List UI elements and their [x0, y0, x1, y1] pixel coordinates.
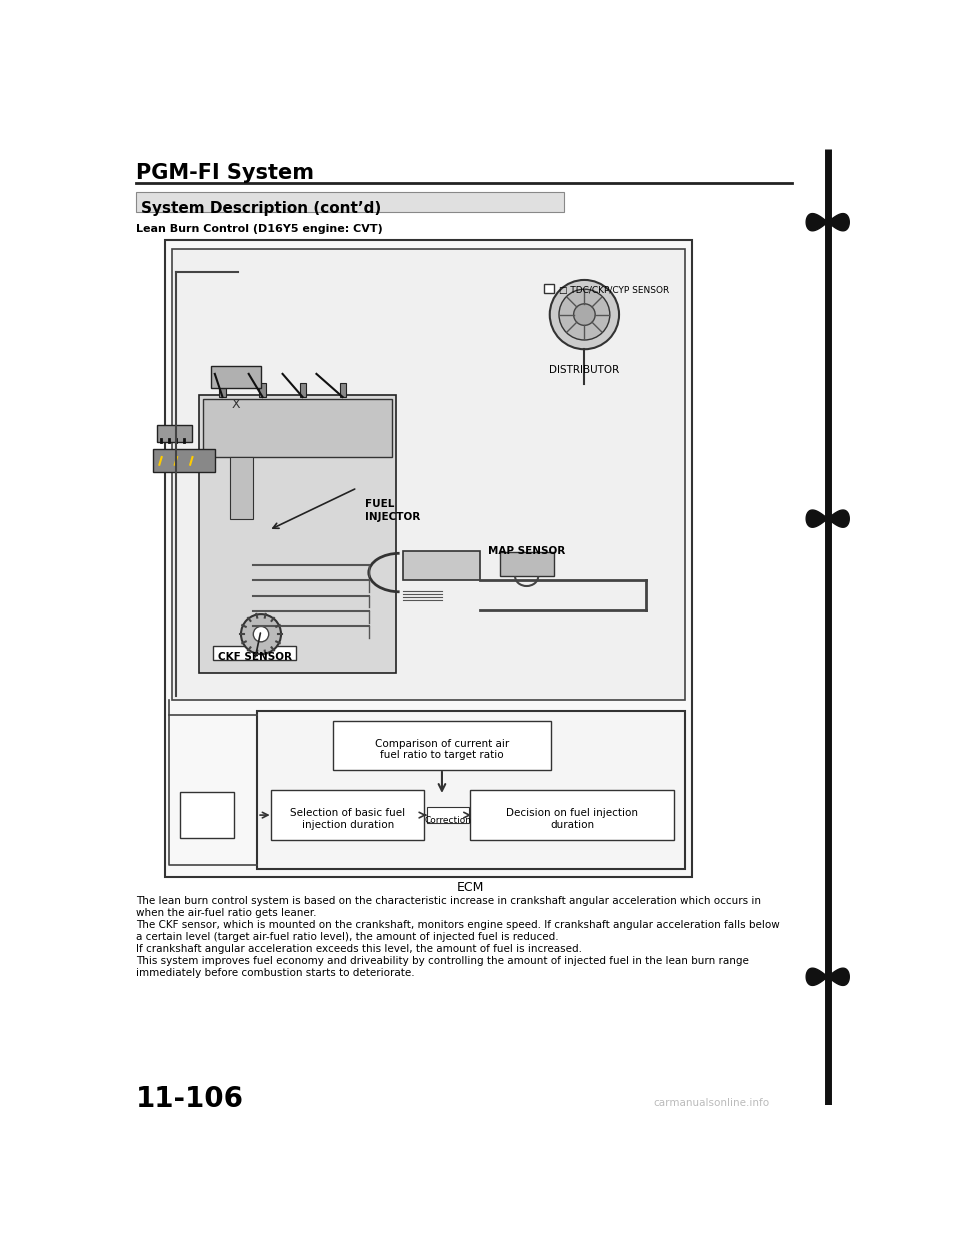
Polygon shape [828, 969, 850, 985]
Circle shape [574, 304, 595, 325]
FancyBboxPatch shape [469, 790, 675, 840]
Circle shape [559, 289, 610, 340]
Text: System Description (cont’d): System Description (cont’d) [141, 201, 381, 216]
Text: □ TDC/CKP/CYP SENSOR: □ TDC/CKP/CYP SENSOR [559, 286, 669, 296]
Polygon shape [828, 510, 850, 528]
Text: The lean burn control system is based on the characteristic increase in cranksha: The lean burn control system is based on… [136, 895, 761, 905]
Polygon shape [806, 969, 828, 985]
Circle shape [241, 614, 281, 655]
Text: Selection of basic fuel
injection duration: Selection of basic fuel injection durati… [290, 809, 405, 830]
Text: Comparison of current air
fuel ratio to target ratio: Comparison of current air fuel ratio to … [374, 739, 509, 760]
Bar [259, 383, 266, 397]
FancyBboxPatch shape [332, 722, 551, 770]
Bar [154, 450, 215, 472]
Bar [257, 712, 684, 869]
Bar [180, 792, 234, 838]
Text: PGM-FI System: PGM-FI System [136, 163, 314, 183]
Bar [543, 283, 554, 293]
Text: FUEL
INJECTOR: FUEL INJECTOR [365, 499, 420, 522]
Bar [230, 457, 253, 519]
Text: X: X [232, 397, 241, 411]
FancyBboxPatch shape [200, 395, 396, 673]
Bar [300, 383, 305, 397]
Bar [165, 240, 692, 877]
Bar [403, 551, 480, 580]
FancyBboxPatch shape [136, 193, 564, 212]
Bar [426, 807, 468, 822]
Text: If crankshaft angular acceleration exceeds this level, the amount of fuel is inc: If crankshaft angular acceleration excee… [136, 944, 583, 954]
Text: 11-106: 11-106 [136, 1084, 244, 1113]
Text: a certain level (target air-fuel ratio level), the amount of injected fuel is re: a certain level (target air-fuel ratio l… [136, 932, 559, 941]
Text: This system improves fuel economy and driveability by controlling the amount of : This system improves fuel economy and dr… [136, 955, 749, 965]
Text: Lean Burn Control (D16Y5 engine: CVT): Lean Burn Control (D16Y5 engine: CVT) [136, 224, 383, 233]
Text: ECM: ECM [457, 882, 485, 894]
Text: immediately before combustion starts to deteriorate.: immediately before combustion starts to … [136, 968, 415, 977]
Polygon shape [806, 510, 828, 528]
Circle shape [550, 279, 619, 349]
Text: DISTRIBUTOR: DISTRIBUTOR [549, 365, 619, 375]
Bar [173, 250, 684, 699]
Text: CKF SENSOR: CKF SENSOR [218, 652, 292, 662]
Bar [500, 551, 554, 576]
Text: Correction: Correction [424, 816, 471, 825]
Circle shape [253, 626, 269, 642]
Bar [220, 383, 226, 397]
Bar [157, 425, 192, 442]
Bar [211, 366, 261, 388]
Polygon shape [806, 214, 828, 231]
Bar [213, 646, 297, 660]
Bar [340, 383, 346, 397]
Text: carmanualsonline.info: carmanualsonline.info [654, 1098, 770, 1108]
Text: MAP SENSOR: MAP SENSOR [488, 545, 565, 555]
Bar [204, 399, 392, 457]
Text: when the air-fuel ratio gets leaner.: when the air-fuel ratio gets leaner. [136, 908, 317, 918]
Text: Decision on fuel injection
duration: Decision on fuel injection duration [506, 809, 638, 830]
FancyBboxPatch shape [271, 790, 424, 840]
Polygon shape [828, 214, 850, 231]
Text: The CKF sensor, which is mounted on the crankshaft, monitors engine speed. If cr: The CKF sensor, which is mounted on the … [136, 920, 780, 930]
